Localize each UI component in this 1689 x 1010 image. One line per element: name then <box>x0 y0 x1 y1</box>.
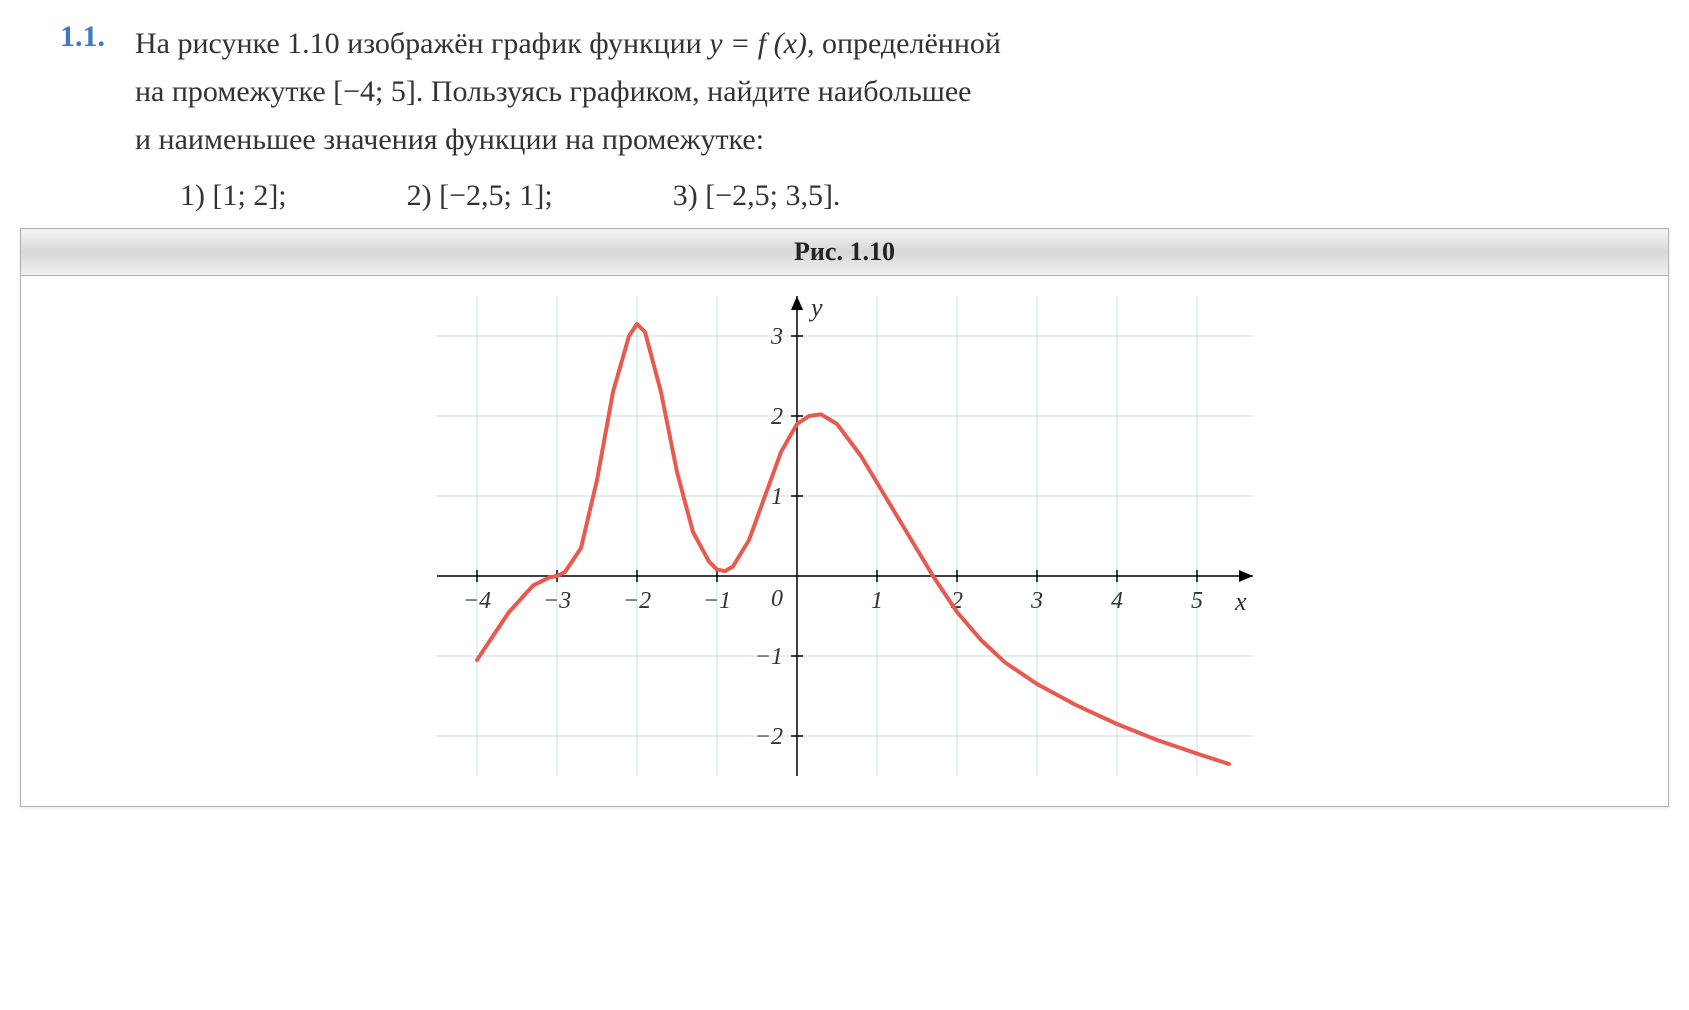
subitem-3: 3) [−2,5; 3,5]. <box>673 179 841 213</box>
svg-text:4: 4 <box>1111 588 1123 614</box>
text-part2: на промежутке [−4; 5]. Пользуясь графико… <box>135 75 971 108</box>
svg-text:2: 2 <box>771 404 783 430</box>
svg-text:x: x <box>1234 587 1247 616</box>
text-part1: На рисунке 1.10 изображён график функции <box>135 27 709 60</box>
svg-text:y: y <box>808 296 823 322</box>
problem-number: 1.1. <box>60 20 105 54</box>
svg-text:−1: −1 <box>754 644 782 670</box>
svg-text:−2: −2 <box>754 724 782 750</box>
svg-text:1: 1 <box>771 484 783 510</box>
problem-statement: На рисунке 1.10 изображён график функции… <box>135 20 1001 164</box>
subitem-2: 2) [−2,5; 1]; <box>407 179 553 213</box>
text-part1b: , определённой <box>807 27 1001 60</box>
svg-text:3: 3 <box>770 324 783 350</box>
svg-text:−4: −4 <box>462 588 490 614</box>
svg-text:−3: −3 <box>542 588 570 614</box>
function-chart: −4−3−2−112345−2−11230xy <box>437 296 1253 776</box>
equation: y = f (x) <box>709 27 807 60</box>
svg-text:−2: −2 <box>622 588 650 614</box>
svg-text:1: 1 <box>871 588 883 614</box>
chart-container: −4−3−2−112345−2−11230xy <box>21 276 1668 806</box>
figure-caption: Рис. 1.10 <box>21 229 1668 276</box>
subitem-1: 1) [1; 2]; <box>180 179 287 213</box>
svg-text:0: 0 <box>771 586 783 612</box>
figure-box: Рис. 1.10 −4−3−2−112345−2−11230xy <box>20 228 1669 807</box>
svg-text:5: 5 <box>1191 588 1203 614</box>
text-part3: и наименьшее значения функции на промежу… <box>135 123 764 156</box>
sub-items-row: 1) [1; 2]; 2) [−2,5; 1]; 3) [−2,5; 3,5]. <box>0 174 1689 228</box>
svg-text:−1: −1 <box>702 588 730 614</box>
svg-text:3: 3 <box>1030 588 1043 614</box>
